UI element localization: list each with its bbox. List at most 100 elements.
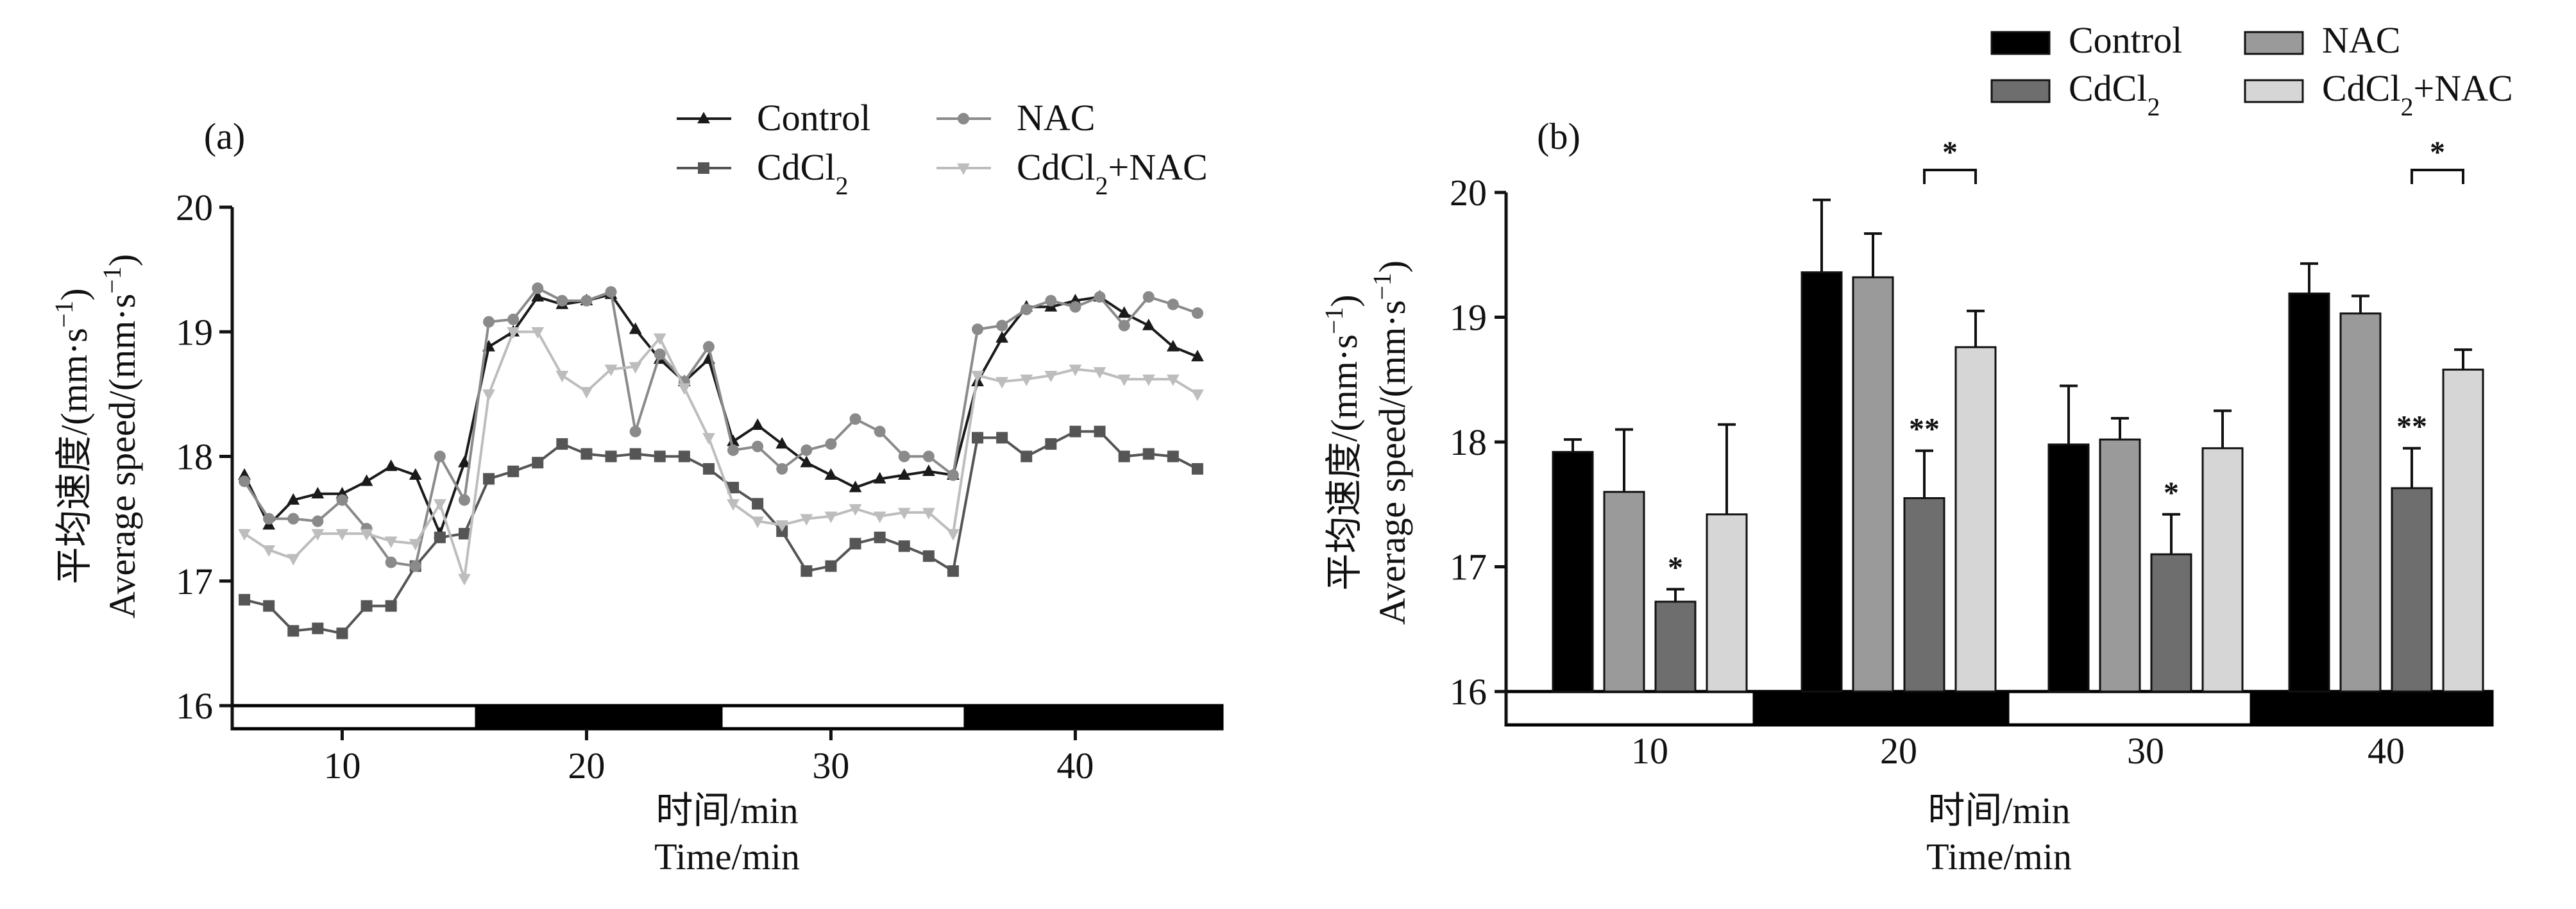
x-category-label: 20 <box>1880 730 1917 772</box>
bar-cdcl2-nac <box>2442 368 2484 693</box>
data-point <box>972 323 984 336</box>
data-point <box>947 469 959 481</box>
data-point <box>1117 374 1131 386</box>
legend-label-cdcl2: CdCl2 <box>757 146 849 200</box>
data-point <box>434 531 446 543</box>
bar-nac <box>1852 276 1894 693</box>
data-point <box>825 560 837 572</box>
data-point <box>824 511 838 523</box>
y-axis-title-en-superscript: −1 <box>1368 273 1396 300</box>
y-tick-label: 16 <box>176 685 213 727</box>
data-point <box>507 327 520 339</box>
legend-marker <box>958 113 969 124</box>
y-axis-title-cn-close: ) <box>53 288 95 300</box>
panel-b-bar-chart: 16 17 18 19 20 10 20 30 40 时间/min Time/min 平均速度/(mm… <box>1319 19 2513 878</box>
data-point <box>287 493 300 505</box>
data-point <box>727 434 740 446</box>
data-point <box>947 529 960 541</box>
legend-label-control-text: Control <box>757 97 870 139</box>
data-point <box>1191 389 1204 402</box>
legend-label-control: Control <box>757 97 870 139</box>
bar-cdcl2-nac <box>2201 447 2244 693</box>
data-point <box>409 468 422 480</box>
data-point <box>532 282 544 294</box>
data-point <box>312 622 324 634</box>
data-point <box>922 550 935 562</box>
y-tick-label: 20 <box>176 187 213 228</box>
legend-label-cdcl2-text: CdCl <box>757 146 836 188</box>
significance-star: ** <box>2396 410 2427 444</box>
light-dark-segment <box>963 704 1224 731</box>
y-tick-label: 18 <box>1450 421 1487 463</box>
data-point <box>996 377 1009 389</box>
data-point <box>727 482 740 494</box>
bar-cdcl2 <box>2150 553 2192 693</box>
data-point <box>1167 450 1179 463</box>
y-axis-title-en-text: Average speed/(mm·s <box>101 294 143 618</box>
data-point <box>1166 374 1180 386</box>
data-point <box>1045 294 1057 307</box>
data-point <box>825 438 837 450</box>
panel-label-a: (a) <box>204 115 245 157</box>
data-point <box>996 319 1008 332</box>
y-axis-title-cn: 平均速度/(mm·s−1) <box>49 288 96 584</box>
legend-label-control-text: Control <box>2069 19 2182 61</box>
data-point <box>897 468 911 480</box>
data-point <box>752 498 764 510</box>
data-point <box>385 600 397 612</box>
significance-star: ** <box>1909 412 1940 446</box>
data-point <box>874 531 886 543</box>
data-point <box>409 539 422 551</box>
legend-swatch <box>1990 79 2051 103</box>
data-point <box>1118 450 1130 463</box>
bar-nac <box>2099 438 2141 693</box>
data-point <box>507 465 520 477</box>
data-point <box>776 463 788 475</box>
y-axis-title-en-close: ) <box>1371 260 1413 273</box>
legend-label-nac: NAC <box>1017 97 1095 139</box>
data-point <box>458 573 471 586</box>
legend-marker <box>698 162 709 174</box>
data-point <box>801 444 813 456</box>
y-axis-title-cn: 平均速度/(mm·s−1) <box>1319 294 1366 590</box>
data-point <box>555 371 569 383</box>
data-point <box>360 600 373 612</box>
data-point <box>1142 318 1155 330</box>
data-point <box>604 364 618 377</box>
y-axis-title-en-text: Average speed/(mm·s <box>1371 300 1413 625</box>
x-axis-title-en: Time/min <box>1926 836 2072 878</box>
y-axis-title-cn-text: 平均速度/(mm·s <box>1323 334 1365 591</box>
bar-control <box>2047 443 2090 693</box>
data-point <box>996 331 1009 343</box>
data-point <box>702 341 715 353</box>
light-dark-segment <box>719 704 967 731</box>
light-dark-segment <box>2006 690 2253 727</box>
y-tick-label: 19 <box>176 311 213 353</box>
series-line-cdcl2 <box>244 430 1198 635</box>
legend-swatch <box>2244 79 2304 103</box>
data-point <box>434 450 446 463</box>
legend-label-cdcl2-subscript: 2 <box>836 171 849 200</box>
legend-swatch <box>1990 31 2051 55</box>
data-point <box>801 565 813 577</box>
data-point <box>1044 371 1058 383</box>
data-point <box>849 538 861 550</box>
data-point <box>531 327 545 339</box>
data-point <box>458 527 470 539</box>
x-category-label: 30 <box>2127 730 2164 772</box>
data-point <box>311 486 325 498</box>
light-dark-segment <box>1504 690 1756 727</box>
data-point <box>678 450 690 463</box>
data-point <box>751 516 765 529</box>
legend-label-cdcl2-nac: CdCl2+NAC <box>1017 146 1208 200</box>
data-point <box>458 494 470 506</box>
data-point <box>580 294 593 307</box>
legend-label-cdcl2-nac-suffix: +NAC <box>2414 67 2513 109</box>
data-point <box>335 529 349 541</box>
data-point <box>556 438 568 450</box>
y-axis-title-cn-close: ) <box>1323 294 1365 307</box>
y-axis-title-en-close: ) <box>101 254 143 266</box>
legend-label-nac: NAC <box>2322 19 2400 61</box>
data-point <box>1069 364 1082 377</box>
